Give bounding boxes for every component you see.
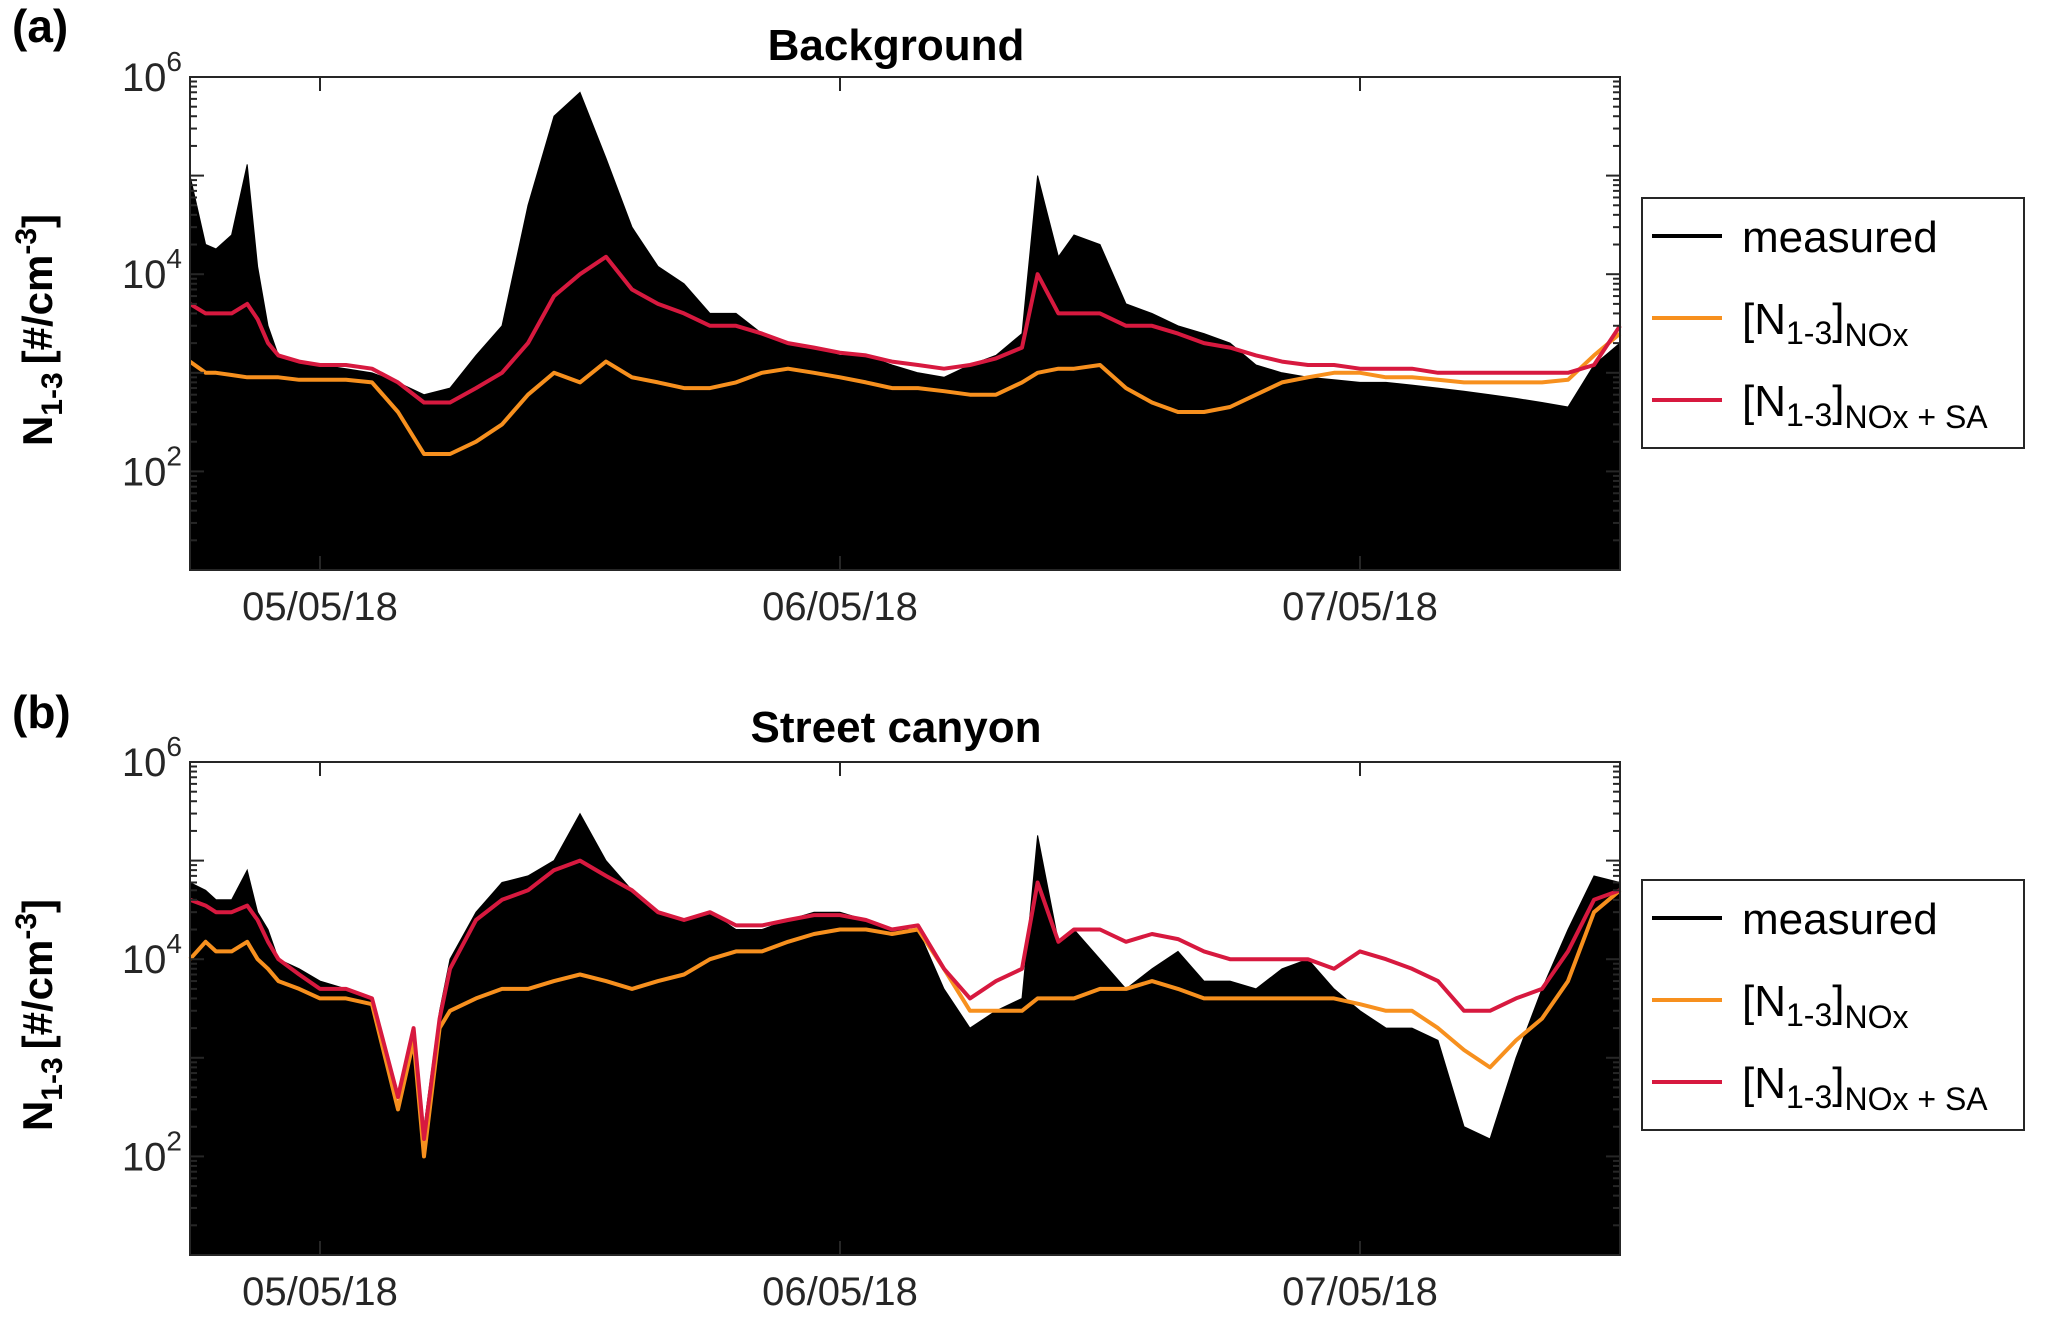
ylabel-close: ] — [14, 214, 61, 228]
panel-a: (a) Background N1-3 [#/cm-3] 102 104 106 05… — [10, 0, 1622, 629]
panel-b-y-ticks: 102 104 106 — [122, 731, 1620, 1227]
x-tick-label: 05/05/18 — [242, 585, 398, 629]
ylabel-sub: 1-3 — [36, 1057, 69, 1100]
panel-b: (b) Street canyon N1-3 [#/cm-3] 102 104 106… — [10, 686, 1622, 1314]
panel-b-x-ticks: 05/05/18 06/05/18 07/05/18 — [242, 762, 1438, 1314]
ylabel-sup: -3 — [10, 913, 43, 940]
series-nox-sa-line — [188, 254, 1622, 405]
x-tick-label: 06/05/18 — [762, 1270, 918, 1314]
legend-label-nox: [N1-3]NOx — [1742, 977, 1908, 1035]
x-tick-label: 06/05/18 — [762, 585, 918, 629]
series-nox-sa-line — [189, 858, 1621, 1141]
panel-a-title: Background — [768, 21, 1025, 70]
panel-b-title: Street canyon — [751, 703, 1042, 752]
x-tick-label: 07/05/18 — [1282, 585, 1438, 629]
ylabel-main: N — [14, 1101, 61, 1131]
legend-label-nox-sa: [N1-3]NOx + SA — [1742, 377, 1988, 435]
x-tick-label: 07/05/18 — [1282, 1270, 1438, 1314]
legend-label-nox: [N1-3]NOx — [1742, 295, 1908, 353]
legend-label-measured: measured — [1742, 213, 1938, 262]
panel-a-plot-area — [188, 76, 1622, 571]
legend-label-measured: measured — [1742, 895, 1938, 944]
series-nox-line — [188, 888, 1622, 1159]
panel-a-legend: measured [N1-3]NOx [N1-3]NOx + SA — [1641, 197, 2025, 449]
panel-b-plot-area — [188, 761, 1622, 1256]
y-tick-label: 104 — [122, 928, 182, 982]
y-tick-label: 102 — [122, 440, 182, 494]
panel-a-tag: (a) — [12, 0, 68, 52]
ylabel-sub: 1-3 — [36, 372, 69, 415]
ylabel-unit: [#/cm — [14, 255, 61, 365]
ylabel-unit: [#/cm — [14, 940, 61, 1050]
ylabel-sup: -3 — [10, 228, 43, 255]
x-tick-label: 05/05/18 — [242, 1270, 398, 1314]
panel-b-legend: measured [N1-3]NOx [N1-3]NOx + SA — [1641, 879, 2025, 1131]
y-tick-label: 106 — [122, 46, 182, 100]
ylabel-close: ] — [14, 899, 61, 913]
ylabel-main: N — [14, 416, 61, 446]
axes-frame — [189, 761, 1621, 1256]
panel-b-ylabel: N1-3 [#/cm-3] — [10, 899, 69, 1131]
y-tick-label: 102 — [122, 1125, 182, 1179]
legend-box — [1641, 879, 2025, 1131]
axes-frame — [189, 76, 1621, 571]
y-tick-label: 104 — [122, 243, 182, 297]
panel-a-x-ticks: 05/05/18 06/05/18 07/05/18 — [242, 77, 1438, 629]
panel-a-ylabel: N1-3 [#/cm-3] — [10, 214, 69, 446]
panel-a-y-ticks: 102 104 106 — [122, 46, 1620, 542]
series-nox-line — [188, 332, 1622, 456]
legend-box — [1641, 197, 2025, 449]
y-tick-label: 106 — [122, 731, 182, 785]
panel-b-tag: (b) — [12, 686, 71, 738]
legend-label-nox-sa: [N1-3]NOx + SA — [1742, 1059, 1988, 1117]
